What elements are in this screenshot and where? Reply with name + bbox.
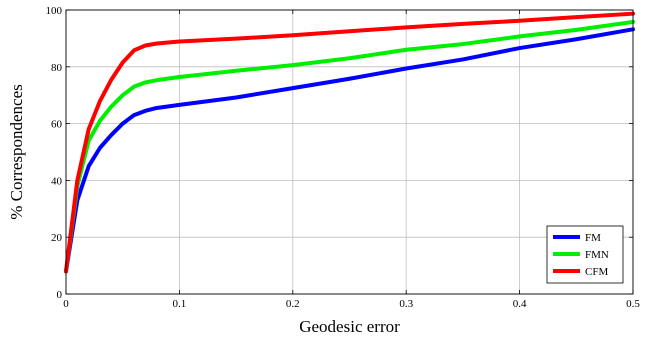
x-tick-label: 0 — [63, 298, 69, 310]
legend-label-fm: FM — [585, 232, 601, 244]
plot-frame — [65, 9, 634, 295]
legend-label-fmn: FMN — [585, 249, 609, 261]
y-axis-title: % Correspondences — [7, 84, 26, 220]
series-line-fm — [64, 27, 635, 274]
x-tick-label: 0.1 — [173, 298, 187, 310]
x-tick-label: 0.2 — [286, 298, 300, 310]
legend: FM FMN CFM — [546, 225, 624, 284]
y-tick-label: 20 — [51, 232, 63, 244]
y-tick-label: 60 — [51, 119, 63, 131]
series-line-cfm — [64, 11, 635, 274]
x-tick-label: 0.4 — [513, 298, 527, 310]
x-tick-label: 0.3 — [399, 298, 413, 310]
series-lines — [64, 11, 635, 274]
x-tick-label: 0.5 — [626, 298, 640, 310]
series-line-fmn — [64, 19, 635, 274]
y-tick-label: 40 — [51, 175, 63, 187]
y-tick-label: 80 — [51, 62, 63, 74]
x-axis-title: Geodesic error — [299, 317, 400, 336]
y-tick-label: 0 — [57, 289, 63, 301]
axis-ticks: 0 0.1 0.2 0.3 0.4 0.5 0 20 40 60 80 100 — [46, 5, 641, 310]
y-tick-label: 100 — [46, 5, 63, 17]
legend-label-cfm: CFM — [585, 266, 608, 278]
